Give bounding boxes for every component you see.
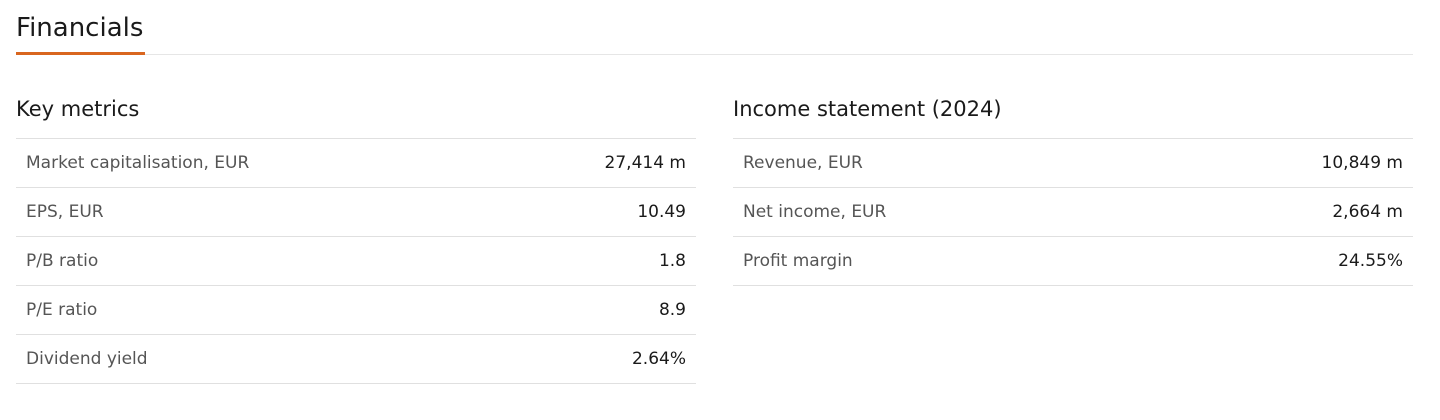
table-row: Revenue, EUR 10,849 m	[733, 139, 1413, 188]
section-header: Financials	[16, 10, 1413, 55]
row-label: Market capitalisation, EUR	[26, 153, 250, 173]
row-value: 8.9	[658, 300, 686, 320]
page-title: Financials	[16, 10, 146, 55]
table-row: P/E ratio 8.9	[16, 286, 696, 335]
table-row: EPS, EUR 10.49	[16, 188, 696, 237]
row-value: 10.49	[637, 202, 686, 222]
key-metrics-heading: Key metrics	[16, 92, 696, 139]
row-label: P/B ratio	[26, 251, 99, 271]
table-row: Market capitalisation, EUR 27,414 m	[16, 139, 696, 188]
row-label: Revenue, EUR	[743, 153, 863, 173]
row-label: Profit margin	[743, 251, 853, 271]
row-label: Dividend yield	[26, 349, 148, 369]
table-row: Net income, EUR 2,664 m	[733, 188, 1413, 237]
row-value: 2,664 m	[1332, 202, 1403, 222]
row-label: EPS, EUR	[26, 202, 104, 222]
row-value: 27,414 m	[604, 153, 686, 173]
key-metrics-panel: Key metrics Market capitalisation, EUR 27…	[16, 92, 696, 384]
row-value: 24.55%	[1338, 251, 1403, 271]
row-label: P/E ratio	[26, 300, 98, 320]
row-label: Net income, EUR	[743, 202, 887, 222]
income-statement-panel: Income statement (2024) Revenue, EUR 10,8…	[733, 92, 1413, 286]
table-row: P/B ratio 1.8	[16, 237, 696, 286]
row-value: 1.8	[658, 251, 686, 271]
row-value: 10,849 m	[1321, 153, 1403, 173]
table-row: Profit margin 24.55%	[733, 237, 1413, 286]
income-statement-heading: Income statement (2024)	[733, 92, 1413, 139]
table-row: Dividend yield 2.64%	[16, 335, 696, 384]
row-value: 2.64%	[631, 349, 686, 369]
